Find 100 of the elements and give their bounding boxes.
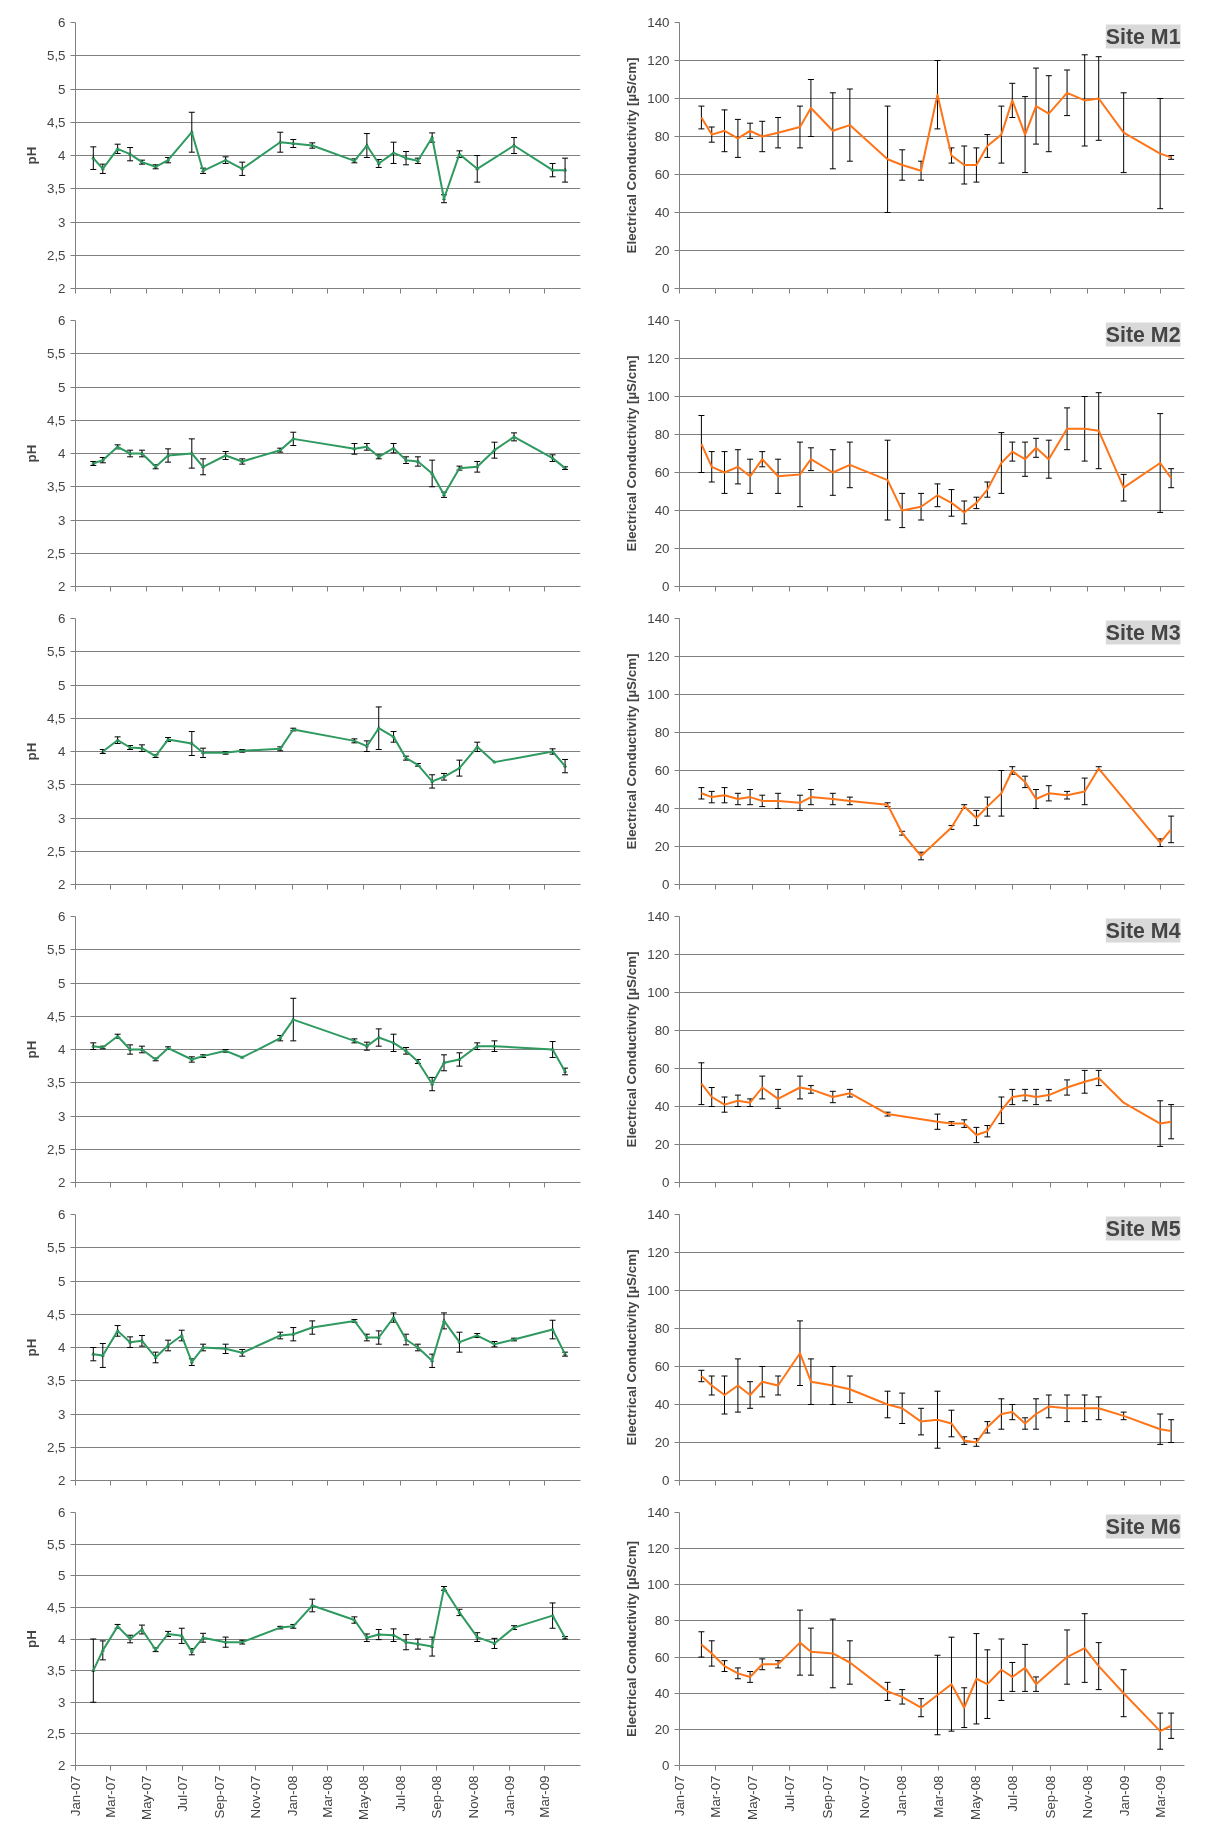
y-tick-label: 40 — [654, 1099, 670, 1114]
y-axis-title: pH — [23, 146, 39, 165]
y-axis-title: pH — [23, 1040, 39, 1059]
y-tick-label: 80 — [654, 725, 670, 740]
y-tick-label: 3 — [58, 1406, 66, 1422]
x-tick-label: Jan-08 — [894, 1775, 910, 1817]
y-tick-label: 20 — [654, 1137, 670, 1152]
y-tick-label: 20 — [654, 839, 670, 854]
y-tick-label: 3 — [58, 810, 66, 826]
y-tick-label: 4 — [58, 1631, 67, 1647]
y-tick-label: 0 — [662, 1175, 670, 1190]
y-tick-label: 5 — [58, 677, 66, 693]
y-tick-label: 2 — [58, 1758, 66, 1773]
x-tick-label: Sep-08 — [1042, 1775, 1058, 1819]
y-tick-label: 6 — [58, 909, 66, 924]
y-tick-label: 2 — [58, 1473, 66, 1488]
y-tick-label: 140 — [647, 1207, 670, 1222]
y-tick-label: 140 — [647, 313, 670, 328]
x-tick-label: Jul-08 — [392, 1775, 408, 1812]
y-tick-label: 100 — [647, 91, 670, 106]
y-tick-label: 6 — [58, 313, 66, 328]
y-tick-label: 0 — [662, 877, 670, 892]
y-tick-label: 60 — [654, 1359, 670, 1374]
y-tick-label: 5 — [58, 1568, 66, 1584]
y-tick-label: 3,5 — [46, 1373, 66, 1389]
y-axis-title: Electrical Conductivity [µS/cm] — [624, 1249, 640, 1446]
y-tick-label: 120 — [647, 1245, 670, 1260]
y-axis-title: Electrical Conductivity [µS/cm] — [624, 653, 640, 850]
y-tick-label: 80 — [654, 427, 670, 442]
y-tick-label: 5,5 — [46, 1240, 66, 1256]
y-tick-label: 0 — [662, 579, 670, 594]
y-tick-label: 4,5 — [46, 114, 66, 130]
y-tick-label: 140 — [647, 1505, 670, 1520]
x-tick-label: Jul-07 — [175, 1775, 191, 1812]
x-tick-label: May-08 — [967, 1775, 983, 1820]
x-tick-label: Nov-08 — [465, 1775, 481, 1819]
y-tick-label: 20 — [654, 541, 670, 556]
x-tick-label: Jul-08 — [1004, 1775, 1020, 1812]
y-tick-label: 120 — [647, 351, 670, 366]
y-tick-label: 5,5 — [46, 48, 66, 64]
x-tick-label: Mar-08 — [320, 1775, 336, 1818]
y-tick-label: 60 — [654, 763, 670, 778]
x-tick-label: Mar-07 — [103, 1775, 119, 1818]
y-tick-label: 4 — [58, 1042, 67, 1057]
y-tick-label: 2,5 — [46, 545, 66, 561]
x-tick-label: Mar-07 — [707, 1775, 723, 1818]
y-tick-label: 3,5 — [46, 1075, 66, 1091]
y-tick-label: 100 — [647, 1283, 670, 1298]
y-tick-label: 4 — [58, 744, 67, 759]
x-tick-label: Nov-07 — [856, 1775, 872, 1819]
x-tick-label: Sep-07 — [212, 1775, 228, 1819]
y-axis-title: Electrical Conductivity [µS/cm] — [624, 951, 640, 1148]
x-tick-label: Jan-09 — [1116, 1775, 1132, 1817]
y-tick-label: 20 — [654, 1721, 670, 1737]
x-tick-label: Jan-07 — [68, 1775, 83, 1817]
y-tick-label: 5 — [58, 379, 66, 395]
y-tick-label: 40 — [654, 1397, 670, 1412]
y-tick-label: 100 — [647, 687, 670, 702]
y-tick-label: 80 — [654, 1321, 670, 1336]
y-tick-label: 4,5 — [46, 1306, 66, 1322]
annotation: Site M1 — [1105, 24, 1181, 49]
y-tick-label: 2 — [58, 579, 66, 594]
x-tick-label: Mar-09 — [1152, 1775, 1168, 1818]
y-tick-label: 40 — [654, 1685, 670, 1701]
y-tick-label: 4 — [58, 148, 67, 163]
y-axis-title: pH — [23, 1338, 39, 1357]
y-tick-label: 2 — [58, 1175, 66, 1190]
y-tick-label: 100 — [647, 1577, 670, 1593]
x-tick-label: Jan-08 — [284, 1775, 300, 1817]
annotation: Site M2 — [1105, 322, 1181, 347]
y-tick-label: 2,5 — [46, 843, 66, 859]
y-tick-label: 0 — [662, 1473, 670, 1488]
y-axis-title: pH — [23, 444, 39, 463]
y-tick-label: 2 — [58, 281, 66, 296]
y-tick-label: 2,5 — [46, 247, 66, 263]
y-tick-label: 5,5 — [46, 942, 66, 958]
y-axis-title: Electrical Conductivity [µS/cm] — [624, 57, 640, 254]
y-tick-label: 60 — [654, 1649, 670, 1665]
y-tick-label: 100 — [647, 389, 670, 404]
y-tick-label: 4 — [58, 1340, 67, 1355]
y-tick-label: 4,5 — [46, 1008, 66, 1024]
y-tick-label: 2,5 — [46, 1141, 66, 1157]
annotation: Site M3 — [1105, 620, 1181, 645]
y-tick-label: 4,5 — [46, 1599, 66, 1615]
y-tick-label: 80 — [654, 1613, 670, 1629]
y-tick-label: 2 — [58, 877, 66, 892]
y-tick-label: 4 — [58, 446, 67, 461]
y-tick-label: 3 — [58, 214, 66, 230]
y-tick-label: 120 — [647, 649, 670, 664]
annotation: Site M5 — [1105, 1216, 1181, 1241]
x-tick-label: Mar-09 — [536, 1775, 552, 1818]
y-tick-label: 20 — [654, 1435, 670, 1450]
annotation: Site M6 — [1105, 1514, 1181, 1539]
x-tick-label: May-07 — [745, 1775, 761, 1820]
y-tick-label: 3,5 — [46, 777, 66, 793]
y-tick-label: 140 — [647, 611, 670, 626]
y-tick-label: 6 — [58, 1505, 66, 1520]
x-tick-label: Sep-08 — [429, 1775, 445, 1819]
y-tick-label: 60 — [654, 167, 670, 182]
x-tick-label: May-07 — [139, 1775, 155, 1820]
